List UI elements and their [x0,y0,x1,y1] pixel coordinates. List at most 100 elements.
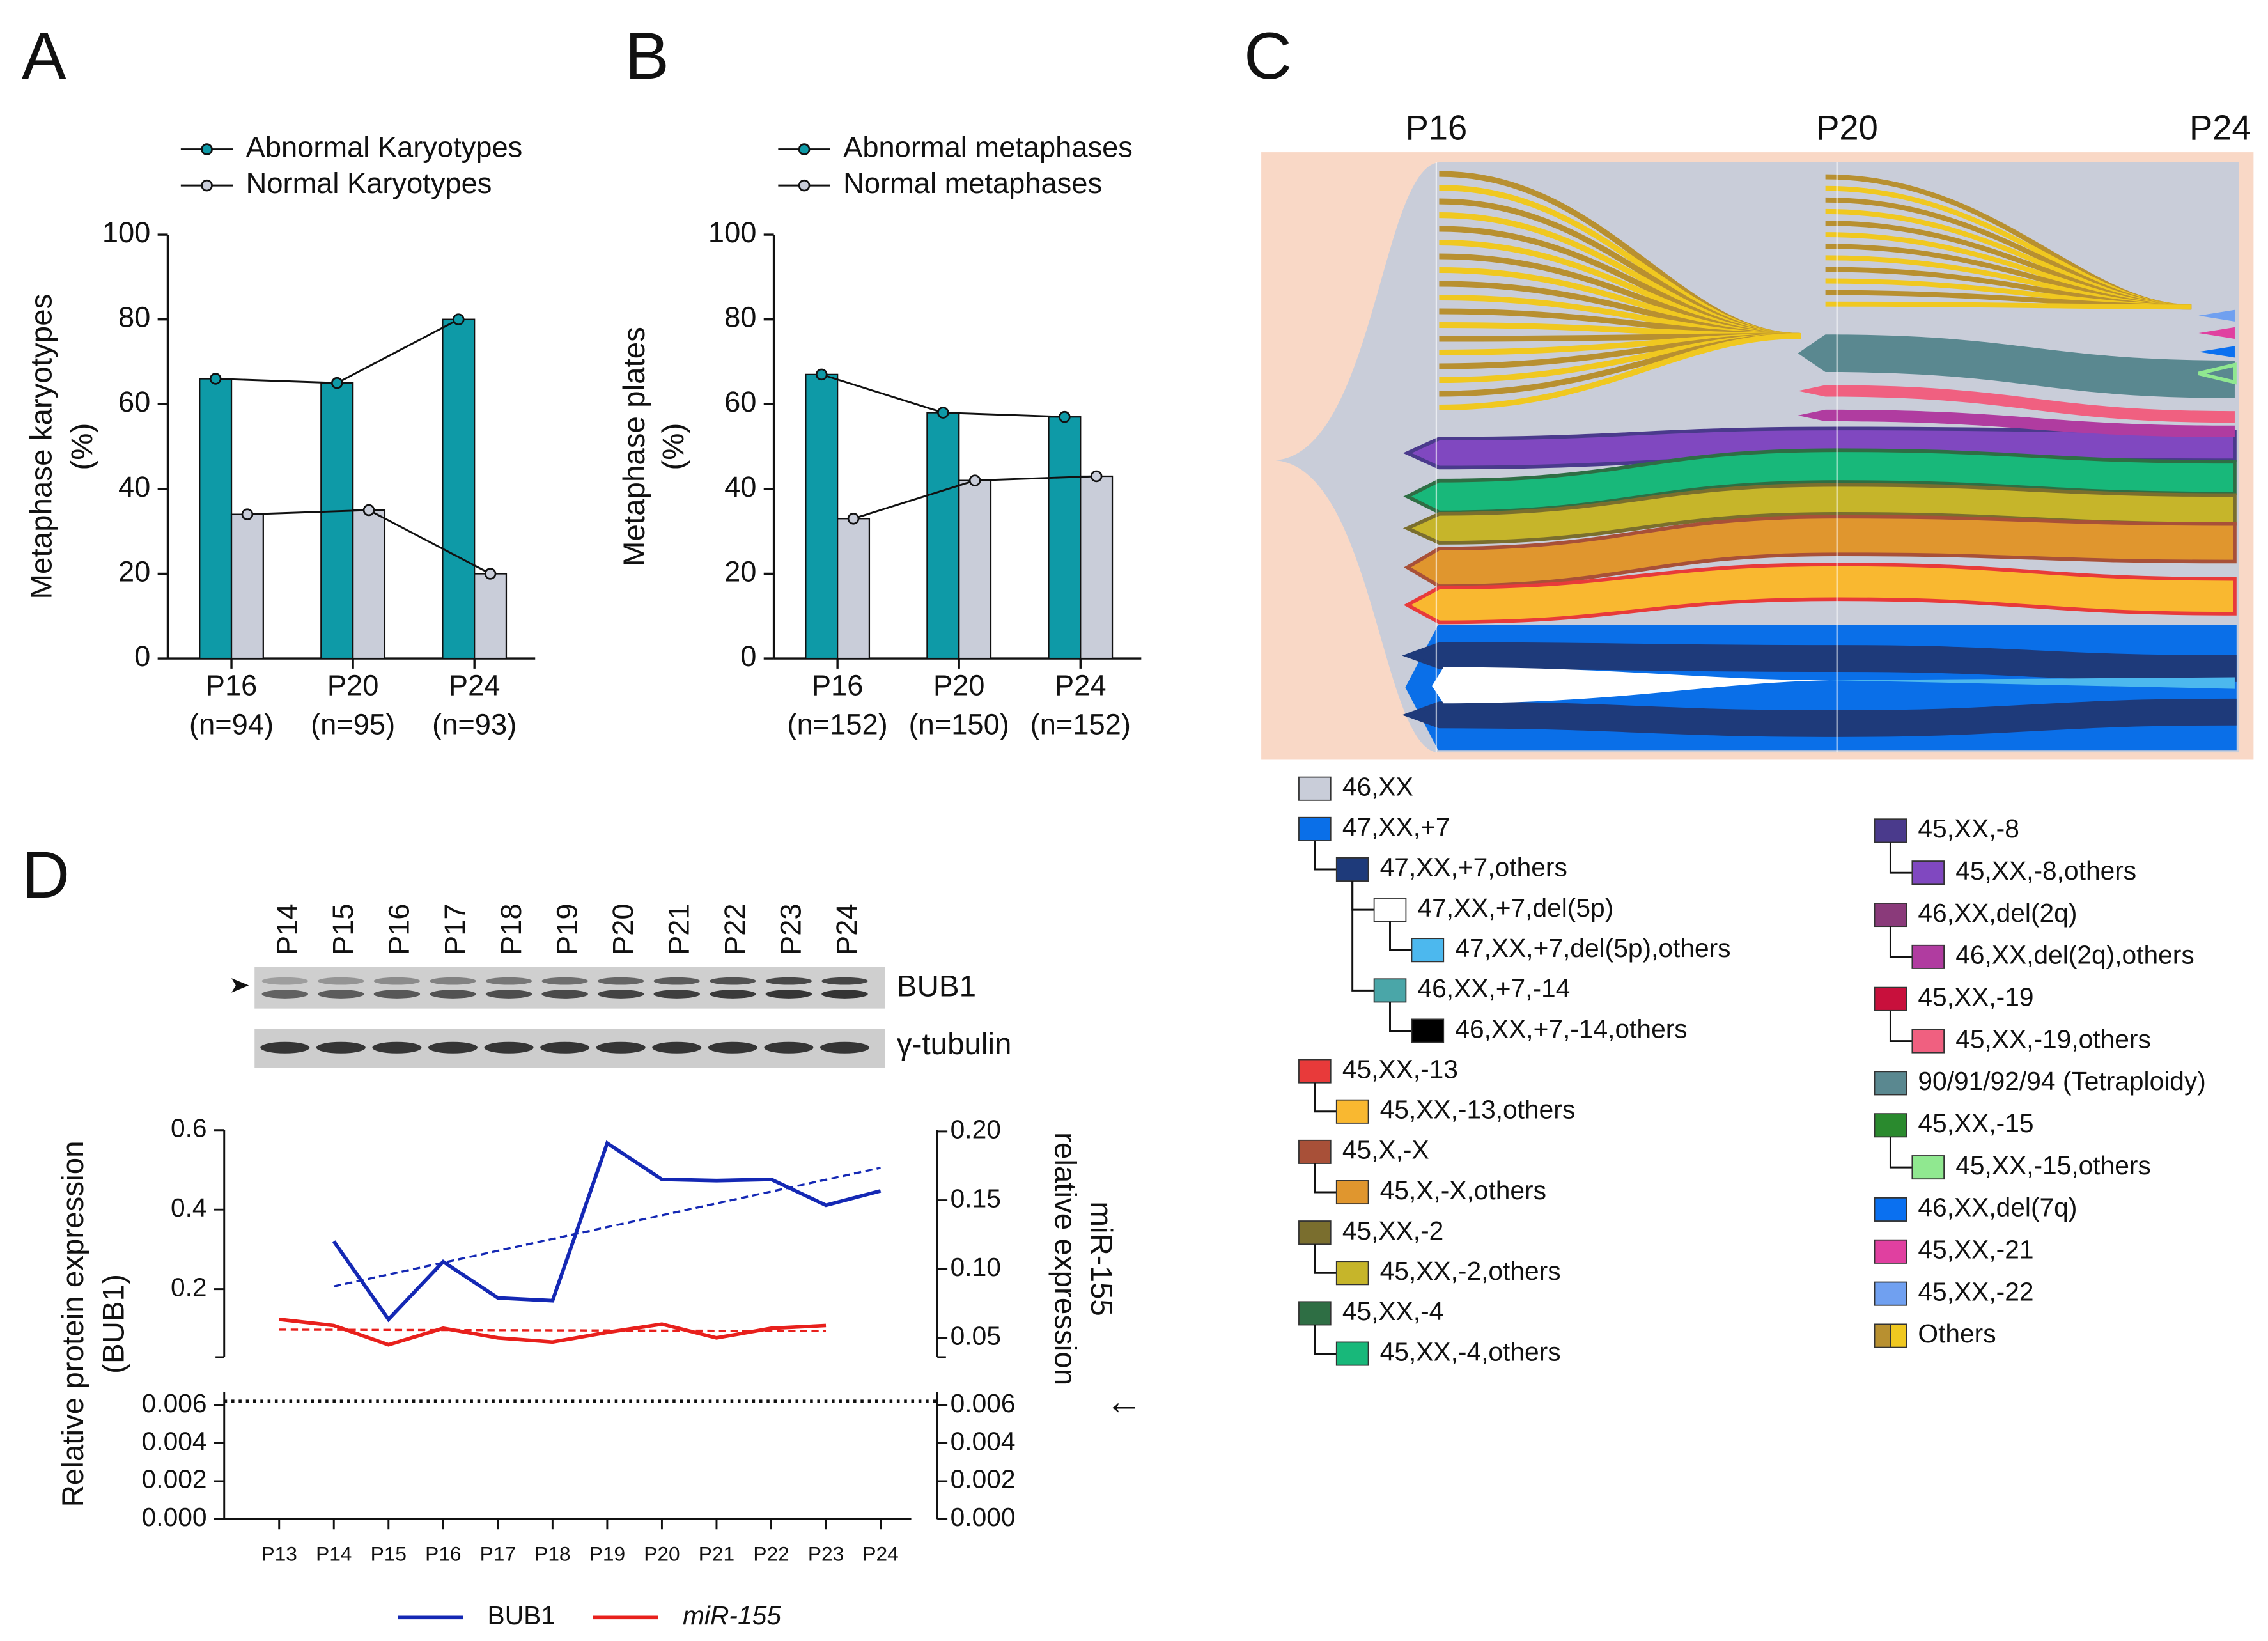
marker [937,407,949,419]
blot-band [260,1041,310,1054]
y-tick-label: 60 [118,385,150,418]
legend-label: BUB1 [488,1601,555,1630]
y-axis-label: (%) [65,423,99,471]
legend-label: Abnormal Karyotypes [246,131,523,164]
y-tick-label: 20 [118,555,150,587]
x-tick-label: P24 [862,1542,898,1565]
y-tick-label: 0.6 [171,1113,207,1142]
stream-thread [1439,332,1801,411]
x-tick-label: P22 [753,1542,789,1565]
x-tick-label: P24 [1055,669,1107,701]
bar [199,378,233,660]
panel-label: D [22,838,70,912]
stream [2198,362,2237,385]
legend-label: 46,XX,del(2q),others [1955,940,2194,970]
legend-label: 47,XX,+7,del(5p) [1418,893,1614,922]
lane-label: P23 [775,903,807,955]
legend-label: 46,XX,del(2q) [1918,898,2077,928]
blot-band [316,1041,366,1054]
lane-label: P20 [607,903,639,955]
stream [1402,642,2237,682]
legend-label: Others [1918,1319,1996,1348]
y2-tick-label: 0.006 [951,1388,1016,1418]
tree-connector [1314,1244,1337,1274]
x-tick-sublabel: (n=152) [788,708,888,740]
x-tick-label: P18 [534,1542,570,1565]
y-tick-label: 80 [118,301,150,334]
bar [474,573,508,660]
tree-connector [1889,926,1913,958]
legend-label: Abnormal metaphases [843,131,1133,164]
y-tick-label: 0.000 [142,1502,207,1532]
y2-tick-label: 0.15 [951,1183,1001,1213]
x-tick-label: P16 [812,669,864,701]
blot-band [821,990,868,999]
blot-band [485,977,532,985]
marker [484,568,497,580]
x-tick-label: P20 [327,669,379,701]
y2-tick-label: 0.20 [951,1115,1001,1144]
stream [1798,409,2235,437]
legend-marker [201,179,213,192]
blot-band [765,990,812,999]
x-tick-label: P14 [316,1542,352,1565]
legend-swatch [1911,1155,1945,1180]
blot-band [540,1041,590,1054]
legend-swatch [1298,1059,1332,1084]
y-axis-label: (BUB1) [97,1274,131,1374]
lane-label: P24 [830,903,863,955]
legend-swatch [1874,986,1907,1011]
legend-label: 47,XX,+7,del(5p),others [1455,933,1730,963]
blot-band [708,1041,757,1054]
band-label: γ-tubulin [897,1027,1012,1061]
stream [1402,483,2237,545]
legend-label: 46,XX,del(7q) [1918,1193,2077,1222]
bar [958,479,992,660]
x-tick-sublabel: (n=93) [432,708,517,740]
lane-label: P17 [439,903,471,955]
stream [1798,334,2235,398]
blot-band [372,1041,422,1054]
legend-swatch [1874,1239,1907,1264]
panel-label: C [1244,19,1292,93]
tree-connector [1351,881,1374,992]
x-tick-sublabel: (n=150) [909,708,1009,740]
marker [815,368,828,381]
legend-label: 45,X,-X,others [1380,1176,1546,1205]
y-tick-label: 80 [724,301,756,334]
legend-label: 45,XX,-2,others [1380,1256,1561,1286]
legend-swatch [1411,1018,1445,1043]
legend-label: 45,X,-X [1342,1135,1429,1165]
bar [442,318,476,660]
legend-swatch [1298,1301,1332,1326]
y-tick-label: 0 [134,640,150,673]
blot-band [821,977,868,985]
legend-swatch [1911,944,1945,969]
stream [1432,667,1830,704]
legend-swatch [1335,857,1369,882]
stream-thread [1825,301,2192,310]
legend-label: 46,XX [1342,772,1413,801]
blot-band [428,1041,478,1054]
bar [1080,475,1114,660]
x-tick-label: P13 [261,1542,297,1565]
bar [352,509,386,660]
legend-swatch [1874,1113,1907,1138]
y-tick-label: 0.4 [171,1193,207,1222]
legend-label: 45,XX,-8 [1918,814,2019,843]
legend-label: miR-155 [683,1601,781,1630]
y-tick-label: 0.004 [142,1426,207,1456]
bar [837,518,871,660]
tree-connector [1314,1163,1337,1194]
blot-band [819,1041,869,1054]
blot-band [430,977,476,985]
legend-label: Normal metaphases [843,167,1102,199]
tree-connector [1389,921,1412,951]
y-tick-label: 0.002 [142,1465,207,1494]
x-tick-sublabel: (n=152) [1030,708,1131,740]
lane-label: P19 [550,903,583,955]
y-tick-label: 60 [724,385,756,418]
legend-swatch [1874,1071,1907,1096]
legend-marker [201,143,213,155]
